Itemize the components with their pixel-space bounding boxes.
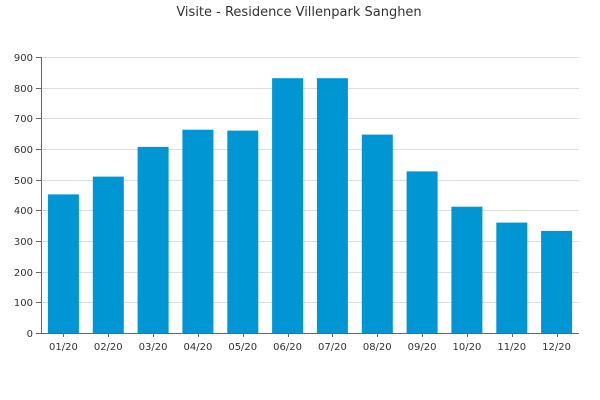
x-tick-label: 06/20 — [273, 342, 302, 353]
y-tick-label: 100 — [14, 298, 33, 309]
bar — [272, 78, 304, 333]
x-tick-label: 11/20 — [497, 342, 526, 353]
bar — [227, 130, 259, 333]
y-tick-label: 500 — [14, 176, 33, 187]
x-tick-label: 09/20 — [408, 342, 437, 353]
x-tick-label: 12/20 — [542, 342, 571, 353]
bar — [541, 230, 573, 333]
bar — [451, 206, 483, 333]
y-tick-label: 600 — [14, 145, 33, 156]
y-tick-label: 900 — [14, 53, 33, 64]
y-tick-label: 700 — [14, 114, 33, 125]
x-axis-tick-labels: 01/20 02/20 03/20 04/20 05/20 06/20 07/20 08/20… — [49, 342, 571, 353]
x-tick-label: 01/20 — [49, 342, 78, 353]
axes — [36, 57, 579, 337]
bar — [361, 134, 393, 333]
bars — [47, 78, 573, 333]
chart-title: Visite - Residence Villenpark Sanghen — [176, 5, 421, 20]
bar — [316, 78, 348, 333]
y-tick-label: 0 — [27, 329, 33, 340]
bar — [47, 194, 79, 333]
x-tick-label: 07/20 — [318, 342, 347, 353]
y-tick-label: 800 — [14, 84, 33, 95]
y-tick-label: 200 — [14, 268, 33, 279]
y-tick-label: 300 — [14, 237, 33, 248]
x-tick-label: 08/20 — [363, 342, 392, 353]
bar — [137, 146, 169, 333]
x-tick-label: 04/20 — [184, 342, 213, 353]
x-tick-label: 03/20 — [139, 342, 168, 353]
y-axis-tick-labels: 0 100 200 300 400 500 600 700 800 900 — [14, 53, 33, 340]
bar — [406, 171, 438, 333]
x-tick-label: 02/20 — [94, 342, 123, 353]
grid-lines — [41, 57, 579, 303]
y-tick-label: 400 — [14, 206, 33, 217]
bar — [182, 129, 214, 333]
bar — [496, 222, 528, 333]
bar — [92, 176, 124, 333]
x-tick-label: 05/20 — [228, 342, 257, 353]
x-tick-label: 10/20 — [453, 342, 482, 353]
